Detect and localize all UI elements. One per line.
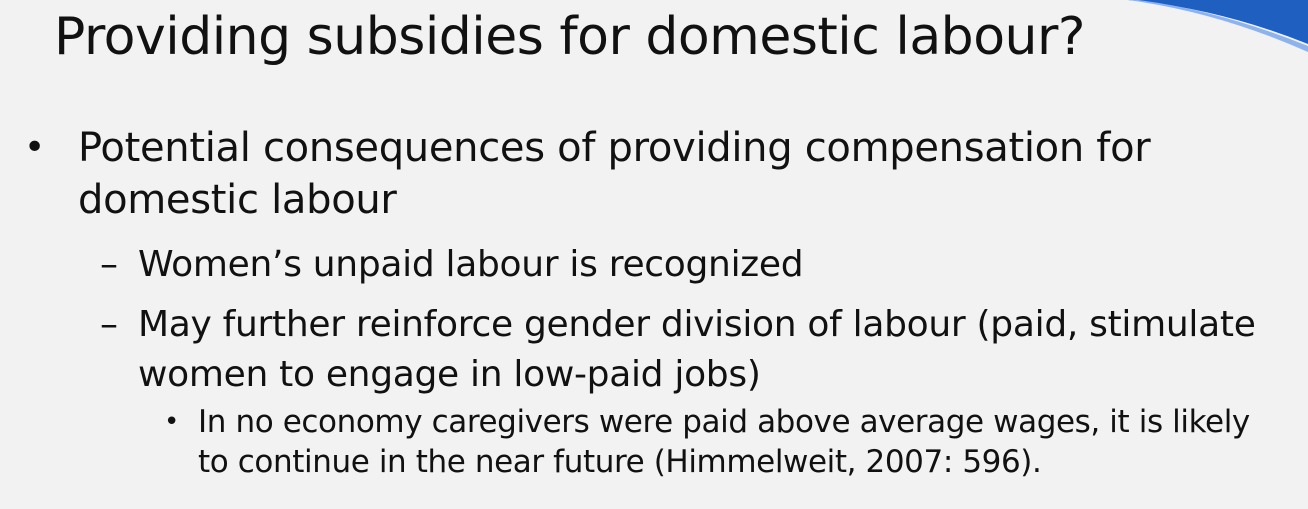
dash-marker-icon: –: [100, 304, 118, 345]
bullet-item-level2: – Women’s unpaid labour is recognized: [100, 240, 1290, 290]
bullet-text: May further reinforce gender division of…: [138, 304, 1256, 395]
slide-title: Providing subsidies for domestic labour?: [54, 7, 1085, 67]
corner-swoosh-decoration: [1128, 0, 1308, 52]
bullet-text: Women’s unpaid labour is recognized: [138, 244, 804, 285]
bullet-item-level1: • Potential consequences of providing co…: [24, 122, 1294, 226]
bullet-text: Potential consequences of providing comp…: [78, 125, 1151, 223]
swoosh-shape: [1128, 0, 1308, 44]
bullet-dot-icon: •: [24, 127, 46, 168]
bullet-item-level3: • In no economy caregivers were paid abo…: [164, 402, 1284, 482]
bullet-text: In no economy caregivers were paid above…: [198, 404, 1250, 480]
bullet-dot-icon: •: [164, 407, 180, 437]
dash-marker-icon: –: [100, 244, 118, 285]
bullet-item-level2: – May further reinforce gender division …: [100, 300, 1290, 400]
